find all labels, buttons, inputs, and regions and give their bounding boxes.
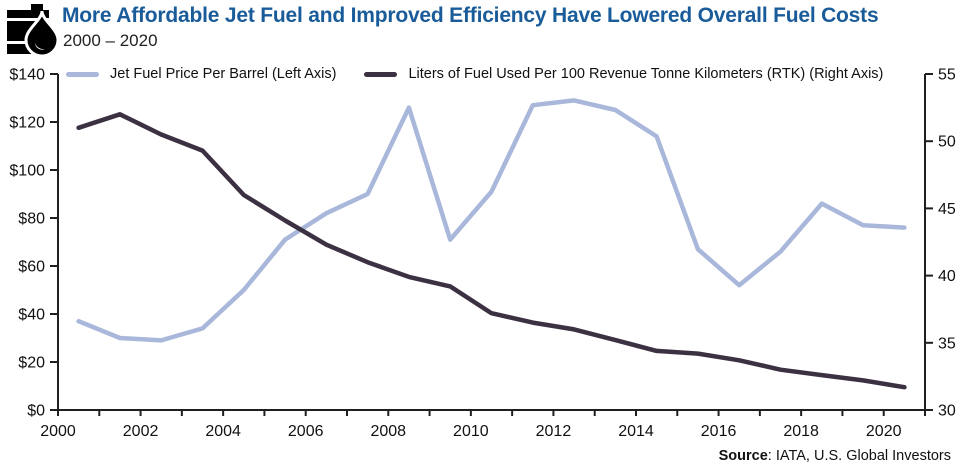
source-note: Source: IATA, U.S. Global Investors xyxy=(719,448,951,464)
right-axis-tick-label: 40 xyxy=(938,268,956,285)
series-line-jet-fuel-price xyxy=(76,98,907,343)
legend-label-jet-fuel-price: Jet Fuel Price Per Barrel (Left Axis) xyxy=(110,66,337,82)
x-axis-tick-label: 2002 xyxy=(123,423,159,440)
legend-item-jet-fuel-price: Jet Fuel Price Per Barrel (Left Axis) xyxy=(66,66,336,82)
oil-droplet xyxy=(24,10,60,58)
left-axis-tick-label: $120 xyxy=(9,115,45,132)
x-axis-tick-label: 2006 xyxy=(288,423,324,440)
right-axis-tick-label: 50 xyxy=(938,134,956,151)
x-axis-tick-label: 2010 xyxy=(453,423,489,440)
legend-item-fuel-efficiency: Liters of Fuel Used Per 100 Revenue Tonn… xyxy=(364,66,883,82)
source-text: : IATA, U.S. Global Investors xyxy=(767,448,951,464)
chart-title: More Affordable Jet Fuel and Improved Ef… xyxy=(62,4,879,27)
x-axis-tick-label: 2012 xyxy=(536,423,572,440)
x-axis-tick-label: 2018 xyxy=(783,423,819,440)
legend-label-fuel-efficiency: Liters of Fuel Used Per 100 Revenue Tonn… xyxy=(408,66,884,82)
left-axis-tick-label: $40 xyxy=(18,307,45,324)
x-axis-tick-label: 2014 xyxy=(618,423,654,440)
left-axis-tick-label: $20 xyxy=(18,355,45,372)
right-axis-tick-label: 45 xyxy=(938,201,956,218)
oil-barrel-icon xyxy=(7,4,60,58)
left-axis-tick-label: $100 xyxy=(9,163,45,180)
right-axis-tick-label: 30 xyxy=(938,403,956,420)
left-axis-tick-label: $60 xyxy=(18,259,45,276)
right-axis-tick-label: 55 xyxy=(938,67,956,84)
x-axis-tick-label: 2020 xyxy=(866,423,902,440)
chart-legend: Jet Fuel Price Per Barrel (Left Axis) Li… xyxy=(66,66,883,82)
right-axis-tick-label: 35 xyxy=(938,335,956,352)
x-axis-tick-label: 2016 xyxy=(701,423,737,440)
x-axis-tick-label: 2000 xyxy=(40,423,76,440)
left-axis-tick-label: $140 xyxy=(9,67,45,84)
x-axis-tick-label: 2008 xyxy=(370,423,406,440)
x-axis-tick-label: 2004 xyxy=(205,423,241,440)
legend-swatch-jet-fuel-price xyxy=(66,71,99,77)
left-axis-tick-label: $80 xyxy=(18,211,45,228)
series-line-fuel-efficiency xyxy=(76,112,907,390)
legend-swatch-fuel-efficiency xyxy=(364,71,398,77)
source-prefix: Source xyxy=(718,448,768,464)
left-axis-tick-label: $0 xyxy=(27,403,45,420)
chart-header: More Affordable Jet Fuel and Improved Ef… xyxy=(0,0,959,58)
chart-subtitle: 2000 – 2020 xyxy=(63,31,158,50)
